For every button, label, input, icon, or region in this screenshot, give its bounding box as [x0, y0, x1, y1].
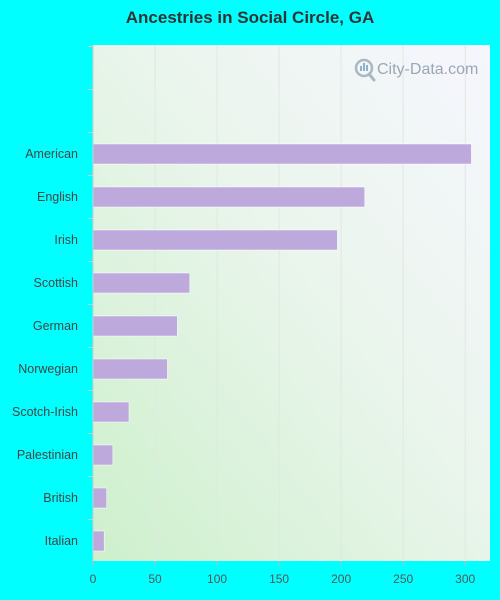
category-label: Norwegian — [18, 362, 78, 376]
category-label: English — [37, 190, 78, 204]
category-label: German — [33, 319, 78, 333]
city-data-logo-icon — [354, 58, 376, 82]
x-tick-label: 200 — [331, 572, 351, 586]
bar-norwegian — [92, 358, 168, 380]
x-tick-label: 50 — [148, 572, 162, 586]
bar-english — [92, 186, 365, 208]
category-labels: American English Irish Scottish German Norweg… — [12, 147, 78, 548]
bar-british — [92, 487, 107, 509]
x-tick-label: 0 — [90, 572, 97, 586]
x-tick-labels: 0 50 100 150 200 250 300 — [90, 572, 476, 586]
watermark-text: City-Data.com — [377, 61, 478, 78]
x-tick-label: 150 — [269, 572, 289, 586]
category-label: Palestinian — [17, 448, 78, 462]
grid-lines — [154, 45, 466, 561]
category-label: Scotch-Irish — [12, 405, 78, 419]
bar-american — [92, 143, 472, 165]
chart-title: Ancestries in Social Circle, GA — [125, 8, 375, 27]
category-label: Italian — [45, 534, 78, 548]
bar-palestinian — [92, 444, 114, 466]
watermark: City-Data.com — [354, 58, 478, 82]
bar-italian — [92, 530, 105, 552]
axes — [88, 45, 466, 566]
x-tick-label: 300 — [455, 572, 475, 586]
bars — [92, 143, 472, 552]
x-tick-label: 250 — [393, 572, 413, 586]
category-label: British — [43, 491, 78, 505]
bar-german — [92, 315, 178, 337]
bar-irish — [92, 229, 338, 251]
x-tick-label: 100 — [207, 572, 227, 586]
bar-scotch-irish — [92, 401, 130, 423]
category-label: American — [25, 147, 78, 161]
category-label: Scottish — [34, 276, 79, 290]
category-label: Irish — [54, 233, 78, 247]
plot-background — [93, 45, 490, 561]
bar-scottish — [92, 272, 191, 294]
